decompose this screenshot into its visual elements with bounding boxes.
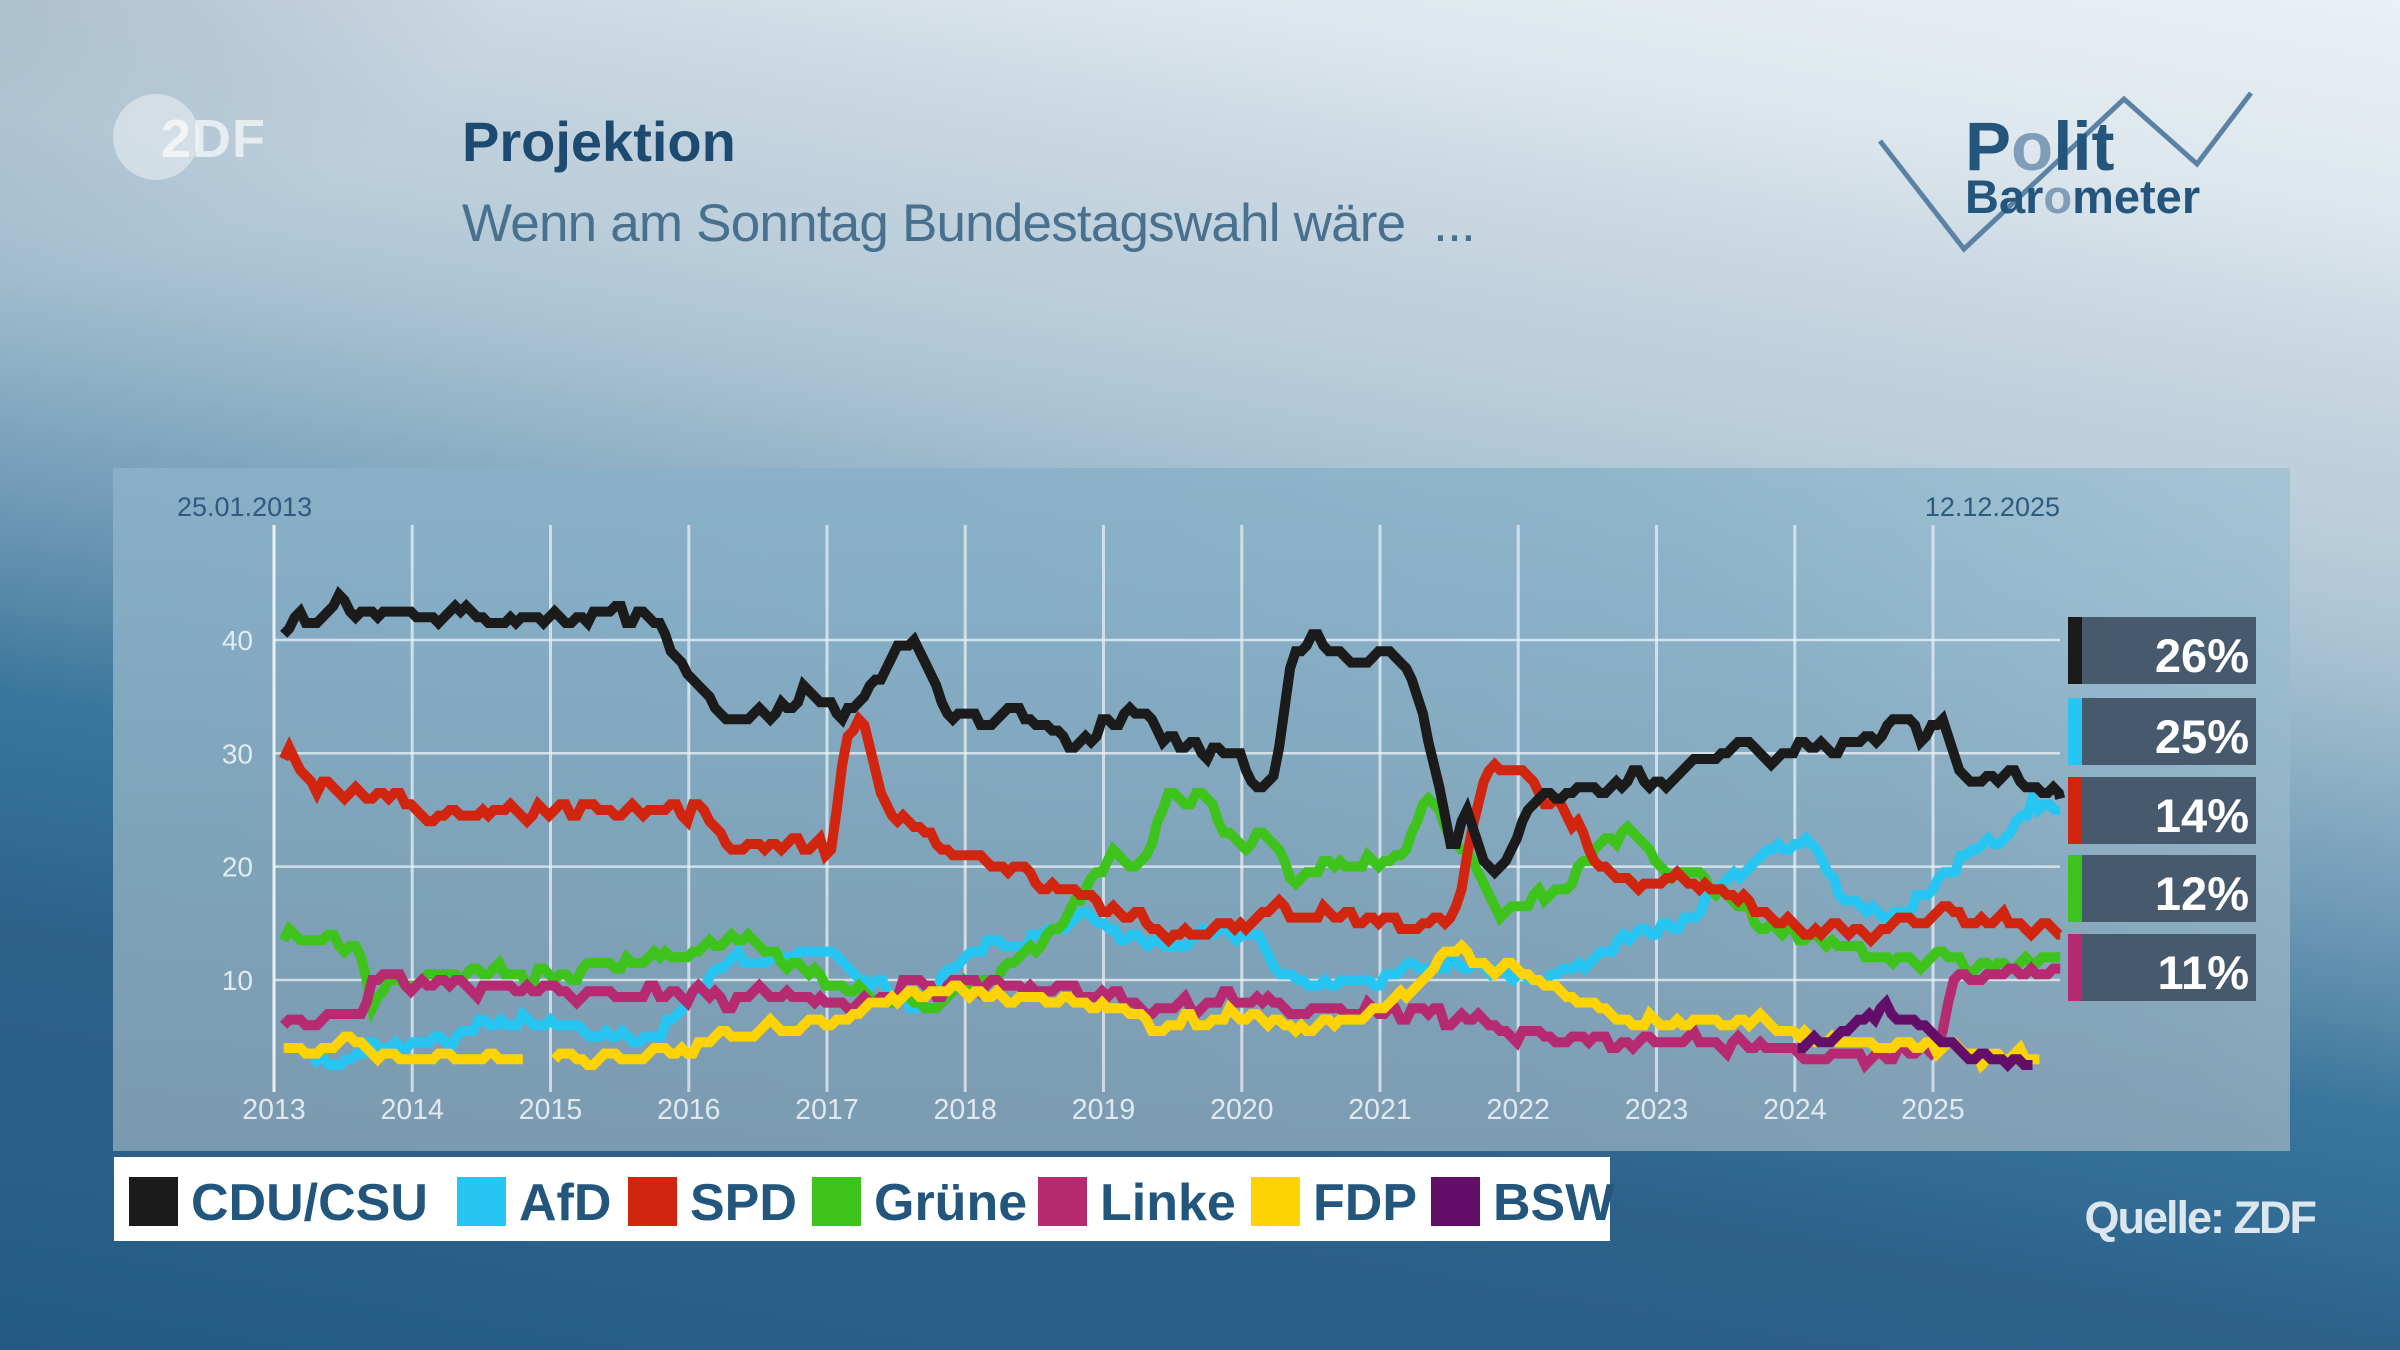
svg-text:40: 40 bbox=[222, 625, 253, 656]
svg-text:2016: 2016 bbox=[657, 1094, 720, 1126]
svg-text:Polit: Polit bbox=[1965, 108, 2115, 185]
svg-text:2019: 2019 bbox=[1072, 1094, 1135, 1126]
svg-text:2DF: 2DF bbox=[161, 109, 266, 169]
svg-text:2015: 2015 bbox=[519, 1094, 582, 1126]
svg-text:2014: 2014 bbox=[380, 1094, 444, 1126]
svg-text:20: 20 bbox=[222, 852, 253, 883]
svg-text:12.12.2025: 12.12.2025 bbox=[1925, 492, 2060, 522]
svg-text:2021: 2021 bbox=[1348, 1094, 1411, 1126]
svg-text:2018: 2018 bbox=[933, 1094, 996, 1126]
svg-text:2022: 2022 bbox=[1486, 1094, 1549, 1126]
svg-text:2020: 2020 bbox=[1210, 1094, 1273, 1126]
svg-text:25.01.2013: 25.01.2013 bbox=[177, 492, 312, 522]
svg-text:2024: 2024 bbox=[1763, 1094, 1827, 1126]
svg-text:10: 10 bbox=[222, 965, 253, 996]
svg-text:2017: 2017 bbox=[795, 1094, 858, 1126]
svg-text:2023: 2023 bbox=[1625, 1094, 1688, 1126]
svg-text:2013: 2013 bbox=[242, 1094, 305, 1126]
svg-text:2025: 2025 bbox=[1901, 1094, 1964, 1126]
svg-text:30: 30 bbox=[222, 738, 253, 769]
svg-text:Barometer: Barometer bbox=[1965, 170, 2200, 223]
